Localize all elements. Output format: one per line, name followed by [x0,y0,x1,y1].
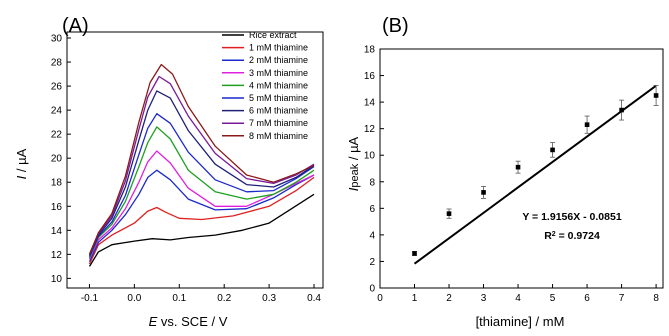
panel-b-y-tick-label: 0 [369,284,375,295]
panel-b-fit [413,84,657,265]
panel-b-y-tick-label: 12 [364,124,376,135]
data-point [550,147,555,153]
panel-b-y-tick-label: 10 [364,151,376,162]
panel-a-y-tick-label: 20 [51,154,63,165]
panel-a-y-tick-label: 26 [51,82,63,93]
panel-b-x-tick-label: 3 [481,293,487,304]
panel-a-legend: Rice extract 1 mM thiamine 2 mM thiamine 3 … [222,30,308,141]
panel-a-y-axis-label: I / µA [14,148,29,179]
panel-a-series-line [88,169,315,262]
panel-b-y-axis-label: Ipeak / µA [346,136,361,191]
panel-b-y-tick-label: 6 [369,204,375,215]
fit-line [413,84,657,265]
panel-a-x-tick-label: 0.2 [217,293,231,304]
data-point [515,164,521,170]
panel-a-legend-label: 1 mM thiamine [249,43,308,53]
panel-a-y-tick-label: 10 [51,274,63,285]
panel-a-legend-label: 8 mM thiamine [249,131,308,141]
panel-b-x-tick-label: 5 [550,293,556,304]
panel-b-x-tick-label: 1 [412,293,418,304]
panel-a-y-tick-label: 30 [51,34,63,45]
panel-a-series-line [88,193,315,267]
panel-a-series-line [88,63,315,255]
panel-b-x-tick-label: 6 [584,293,590,304]
panel-a-series-line [88,176,315,265]
panel-a-y-tick-label: 28 [51,58,63,69]
panel-a-series-line [88,150,315,260]
panel-b-points [412,85,659,256]
panel-a-legend-label: 7 mM thiamine [249,118,308,128]
panel-a-axes: -0.1 0.0 0.1 0.2 0.3 0.4 10 12 14 16 18 20 22 24 26 28 3… [51,31,324,304]
panel-a-x-tick-label: -0.1 [81,293,99,304]
panel-a-y-tick-label: 22 [51,130,63,141]
panel-a-label: (A) [62,15,89,37]
panel-b-y-tick-label: 16 [364,71,376,82]
panel-a-x-axis-label: E vs. SCE / V [149,314,228,329]
panel-a-y-tick-label: 24 [51,106,63,117]
panel-a-series-line [88,90,315,256]
data-point [619,107,624,113]
fit-r-squared: R2 = 0.9724 [544,230,600,242]
panel-a-y-tick-label: 18 [51,178,63,189]
panel-a-series-line [88,126,315,259]
panel-a-legend-label: 4 mM thiamine [249,80,308,90]
fit-equation: Y = 1.9156X - 0.0851 [522,211,622,223]
panel-b-y-tick-label: 18 [364,45,376,56]
panel-a-y-tick-label: 12 [51,250,63,261]
panel-b-y-tick-label: 2 [369,257,375,268]
panel-b-x-tick-label: 4 [515,293,521,304]
panel-b-x-tick-label: 2 [446,293,452,304]
data-point [481,190,486,195]
panel-b-y-tick-label: 14 [364,98,376,109]
panel-a-x-tick-label: 0.3 [262,293,276,304]
panel-a-x-tick-label: 0.4 [307,293,321,304]
panel-a-series [88,63,315,267]
panel-b-x-axis-label: [thiamine] / mM [476,314,565,329]
panel-b-label: (B) [382,15,409,37]
panel-a-x-tick-label: 0.1 [172,293,186,304]
data-point [653,93,659,98]
panel-a-x-tick-label: 0.0 [127,293,141,304]
panel-a-frame [66,31,324,289]
panel-b-x-tick-label: 0 [377,293,383,304]
panel-a-legend-label: Rice extract [249,30,297,40]
panel-b-y-tick-label: 8 [369,177,375,188]
panel-a-series-line [88,113,315,258]
panel-b-x-tick-label: 7 [619,293,625,304]
panel-a: (A) Rice extract 1 mM thiamine 2 mM thiami… [14,15,324,329]
panel-a-series-line [88,75,315,255]
panel-a-legend-label: 6 mM thiamine [249,106,308,116]
panel-a-legend-label: 5 mM thiamine [249,93,308,103]
data-point [412,251,417,256]
panel-b-frame [379,48,664,289]
panel-a-legend-label: 2 mM thiamine [249,55,308,65]
data-point [446,211,452,216]
panel-b-y-tick-label: 4 [369,230,375,241]
panel-a-legend-label: 3 mM thiamine [249,68,308,78]
panel-a-y-tick-label: 14 [51,226,63,237]
panel-a-y-tick-label: 16 [51,202,63,213]
panel-b-x-tick-label: 8 [653,293,659,304]
data-point [584,122,590,127]
